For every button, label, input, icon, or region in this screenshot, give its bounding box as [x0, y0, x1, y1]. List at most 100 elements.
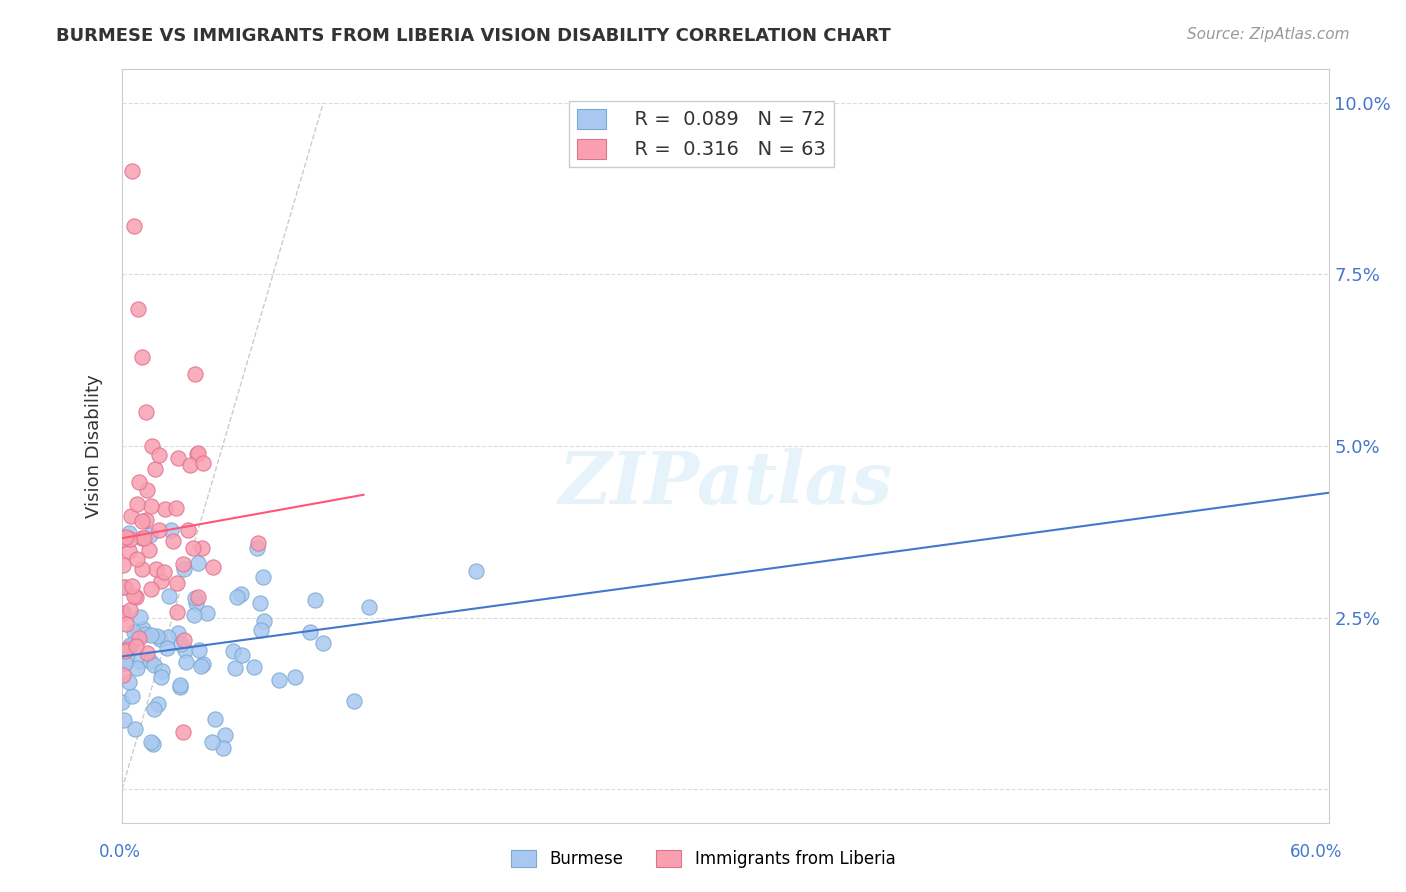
- Point: [231, 648, 253, 663]
- Point: [187, 590, 209, 604]
- Point: [150, 670, 173, 684]
- Point: [148, 448, 170, 462]
- Point: [201, 735, 224, 749]
- Point: [252, 570, 274, 584]
- Point: [169, 677, 191, 691]
- Point: [125, 661, 148, 675]
- Point: [148, 523, 170, 537]
- Point: [304, 593, 326, 607]
- Point: [204, 712, 226, 726]
- Point: [253, 614, 276, 628]
- Point: [176, 523, 198, 537]
- Text: 60.0%: 60.0%: [1291, 843, 1343, 861]
- Point: [184, 596, 207, 610]
- Point: [143, 462, 166, 476]
- Point: [214, 728, 236, 742]
- Point: [191, 657, 214, 672]
- Point: [118, 639, 141, 653]
- Y-axis label: Vision Disability: Vision Disability: [86, 374, 103, 518]
- Text: BURMESE VS IMMIGRANTS FROM LIBERIA VISION DISABILITY CORRELATION CHART: BURMESE VS IMMIGRANTS FROM LIBERIA VISIO…: [56, 27, 891, 45]
- Point: [112, 580, 135, 594]
- Point: [166, 576, 188, 591]
- Point: [146, 629, 169, 643]
- Point: [143, 702, 166, 716]
- Point: [134, 627, 156, 641]
- Point: [111, 532, 134, 546]
- Point: [152, 565, 174, 579]
- Point: [166, 605, 188, 619]
- Point: [131, 562, 153, 576]
- Point: [212, 741, 235, 756]
- Point: [162, 533, 184, 548]
- Point: [129, 610, 152, 624]
- Point: [139, 527, 162, 541]
- Point: [131, 514, 153, 528]
- Point: [114, 580, 136, 594]
- Point: [131, 350, 153, 364]
- Point: [149, 574, 172, 588]
- Point: [312, 636, 335, 650]
- Point: [284, 670, 307, 684]
- Legend:   R =  0.089   N = 72,   R =  0.316   N = 63: R = 0.089 N = 72, R = 0.316 N = 63: [569, 101, 834, 167]
- Point: [173, 633, 195, 648]
- Point: [125, 639, 148, 653]
- Point: [139, 735, 162, 749]
- Point: [115, 651, 138, 665]
- Point: [150, 664, 173, 678]
- Point: [174, 655, 197, 669]
- Point: [114, 644, 136, 658]
- Point: [128, 475, 150, 490]
- Point: [170, 637, 193, 651]
- Point: [125, 551, 148, 566]
- Point: [179, 458, 201, 472]
- Point: [139, 499, 162, 513]
- Point: [224, 660, 246, 674]
- Point: [138, 542, 160, 557]
- Point: [118, 533, 141, 547]
- Point: [191, 541, 214, 555]
- Point: [298, 625, 321, 640]
- Point: [357, 600, 380, 615]
- Point: [135, 647, 157, 661]
- Point: [115, 530, 138, 544]
- Point: [190, 659, 212, 673]
- Point: [128, 631, 150, 645]
- Point: [122, 589, 145, 603]
- Text: Source: ZipAtlas.com: Source: ZipAtlas.com: [1187, 27, 1350, 42]
- Point: [122, 219, 145, 234]
- Point: [187, 446, 209, 460]
- Point: [115, 616, 138, 631]
- Point: [127, 301, 149, 316]
- Point: [128, 654, 150, 668]
- Point: [267, 673, 290, 688]
- Point: [121, 579, 143, 593]
- Point: [169, 680, 191, 694]
- Point: [186, 447, 208, 461]
- Point: [121, 164, 143, 178]
- Point: [121, 689, 143, 703]
- Point: [146, 697, 169, 711]
- Point: [142, 658, 165, 673]
- Point: [118, 543, 141, 558]
- Point: [174, 643, 197, 657]
- Text: ZIPatlas: ZIPatlas: [558, 449, 893, 519]
- Point: [111, 695, 134, 709]
- Point: [343, 694, 366, 708]
- Point: [135, 483, 157, 497]
- Point: [191, 457, 214, 471]
- Point: [157, 589, 180, 603]
- Point: [112, 558, 135, 573]
- Point: [226, 591, 249, 605]
- Point: [118, 638, 141, 652]
- Point: [183, 608, 205, 623]
- Point: [132, 532, 155, 546]
- Point: [249, 624, 271, 638]
- Point: [173, 561, 195, 575]
- Point: [172, 725, 194, 739]
- Point: [127, 497, 149, 511]
- Point: [165, 501, 187, 516]
- Point: [184, 591, 207, 606]
- Point: [125, 629, 148, 643]
- Point: [173, 557, 195, 571]
- Point: [114, 656, 136, 670]
